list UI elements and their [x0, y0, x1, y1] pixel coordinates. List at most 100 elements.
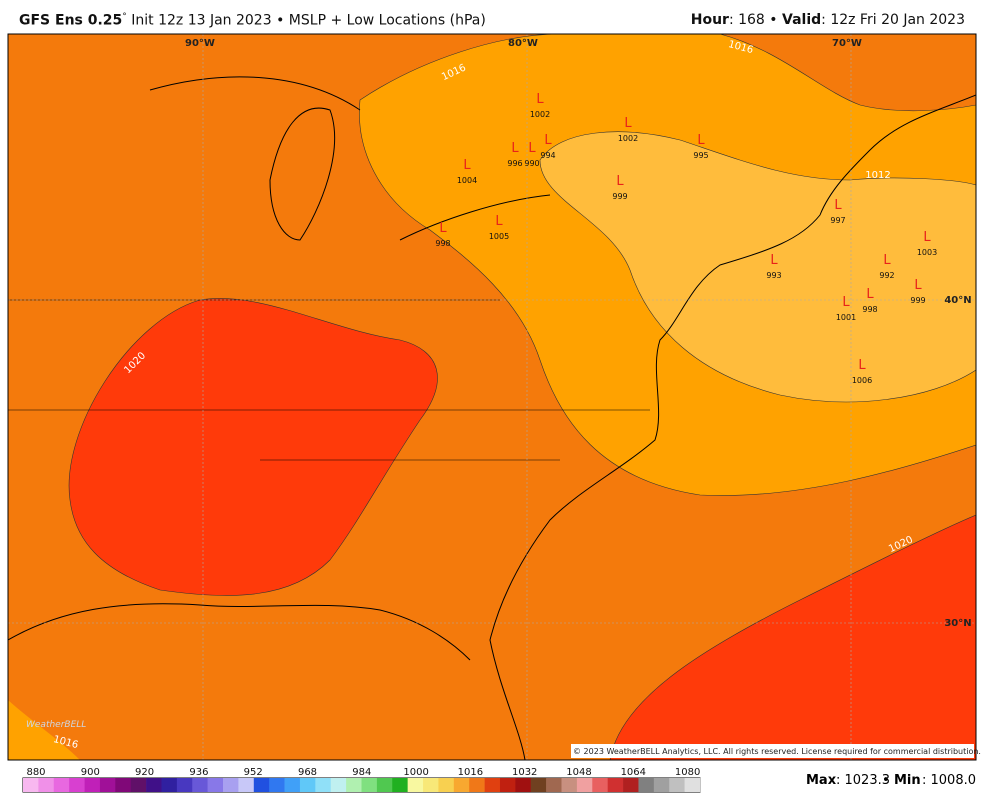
- lake-erie: [399, 194, 551, 241]
- degree: °: [122, 12, 127, 22]
- colorbar-cell: [269, 778, 285, 792]
- coastline: [489, 94, 976, 760]
- field-below-1012: [539, 131, 976, 403]
- colorbar-label: 1080: [675, 767, 700, 778]
- colorbar-cell: [653, 778, 670, 792]
- low-pressure: 992: [879, 271, 894, 280]
- separator: •: [882, 773, 890, 788]
- graticule-label: 30°N: [944, 618, 971, 629]
- low-marker: L: [616, 174, 624, 189]
- colorbar-label: 1064: [621, 767, 646, 778]
- contour-label: 1012: [865, 170, 890, 181]
- colorbar-label: 968: [298, 767, 317, 778]
- colorbar-label: 984: [352, 767, 371, 778]
- colorbar-cell: [392, 778, 408, 792]
- colorbar-cell: [99, 778, 116, 792]
- colorbar-cell: [592, 778, 608, 792]
- colorbar-cell: [499, 778, 516, 792]
- colorbar-label: 1016: [458, 767, 483, 778]
- copyright: © 2023 WeatherBELL Analytics, LLC. All r…: [573, 747, 981, 756]
- header-right: Hour: 168 • Valid: 12z Fri 20 Jan 2023: [691, 12, 965, 28]
- low-marker: L: [858, 358, 866, 373]
- max-label: Max: [806, 773, 837, 788]
- colorbar-cell: [407, 778, 424, 792]
- low-marker: L: [439, 221, 447, 236]
- low-marker: L: [528, 141, 536, 156]
- header-left: GFS Ens 0.25° Init 12z 13 Jan 2023 • MSL…: [19, 12, 486, 29]
- colorbar-cell: [623, 778, 639, 792]
- low-pressure: 999: [910, 296, 925, 305]
- low-marker: L: [495, 214, 503, 229]
- low-pressure: 1005: [489, 232, 509, 241]
- low-pressure: 994: [540, 151, 555, 160]
- colorbar-cell: [146, 778, 162, 792]
- min-label: Min: [894, 773, 921, 788]
- low-pressure: 997: [830, 216, 845, 225]
- colorbar-cell: [38, 778, 55, 792]
- colorbar-cell: [376, 778, 393, 792]
- low-pressure: 998: [435, 239, 450, 248]
- graticule: [8, 34, 976, 760]
- graticule-label: 80°W: [508, 38, 538, 49]
- low-marker: L: [697, 133, 705, 148]
- colorbar-cell: [161, 778, 178, 792]
- low-pressure: 995: [693, 151, 708, 160]
- lake-superior: [149, 76, 361, 111]
- valid: : 12z Fri 20 Jan 2023: [821, 12, 965, 28]
- boundaries: [8, 76, 976, 760]
- separator: •: [276, 12, 285, 29]
- colorbar-cell: [346, 778, 362, 792]
- low-pressure: 1002: [618, 134, 638, 143]
- state-lines: [8, 299, 650, 461]
- low-pressure: 1001: [836, 313, 856, 322]
- colorbar-cell: [607, 778, 624, 792]
- low-marker: L: [834, 198, 842, 213]
- colorbar-cell: [223, 778, 239, 792]
- colorbar-cell: [438, 778, 455, 792]
- colorbar-cell: [638, 778, 655, 792]
- colorbar-cell: [561, 778, 578, 792]
- low-marker: L: [914, 278, 922, 293]
- colorbar-cell: [192, 778, 208, 792]
- graticule-label: 90°W: [185, 38, 215, 49]
- colorbar-cell: [69, 778, 85, 792]
- low-pressure: 999: [612, 192, 627, 201]
- colorbar-cell: [361, 778, 378, 792]
- product: MSLP + Low Locations (hPa): [288, 12, 486, 29]
- low-marker: L: [463, 158, 471, 173]
- hour-label: Hour: [690, 12, 729, 28]
- colorbar-cell: [176, 778, 193, 792]
- colorbar-cell: [84, 778, 101, 792]
- colorbar-cell: [238, 778, 255, 792]
- hour: : 168: [728, 12, 765, 28]
- colorbar-cell: [546, 778, 562, 792]
- colorbar-cell: [315, 778, 332, 792]
- low-pressure: 1004: [457, 176, 477, 185]
- colorbar-cell: [23, 778, 39, 792]
- low-marker: L: [536, 92, 544, 107]
- map-frame: [7, 33, 977, 761]
- colorbar-cell: [299, 778, 316, 792]
- valid-label: Valid: [782, 12, 822, 28]
- low-marker: L: [770, 253, 778, 268]
- colorbar-label: 1000: [403, 767, 428, 778]
- low-marker: L: [511, 141, 519, 156]
- colorbar-cell: [684, 778, 701, 792]
- field-1012-1016: [8, 700, 80, 760]
- lake-michigan: [269, 107, 335, 241]
- colorbar-cell: [423, 778, 439, 792]
- colorbar-cell: [530, 778, 547, 792]
- colorbar-cell: [515, 778, 532, 792]
- low-pressure: 993: [766, 271, 781, 280]
- low-pressure: 1002: [530, 110, 550, 119]
- low-pressure: 990: [524, 159, 539, 168]
- colorbar-label: 1032: [512, 767, 537, 778]
- colorbar-label: 880: [26, 767, 45, 778]
- colorbar-cell: [484, 778, 501, 792]
- colorbar-cell: [453, 778, 470, 792]
- gulf-coast: [8, 603, 471, 661]
- low-pressure: 1006: [852, 376, 872, 385]
- graticule-label: 70°W: [832, 38, 862, 49]
- low-pressure: 1003: [917, 248, 937, 257]
- low-marker: L: [544, 133, 552, 148]
